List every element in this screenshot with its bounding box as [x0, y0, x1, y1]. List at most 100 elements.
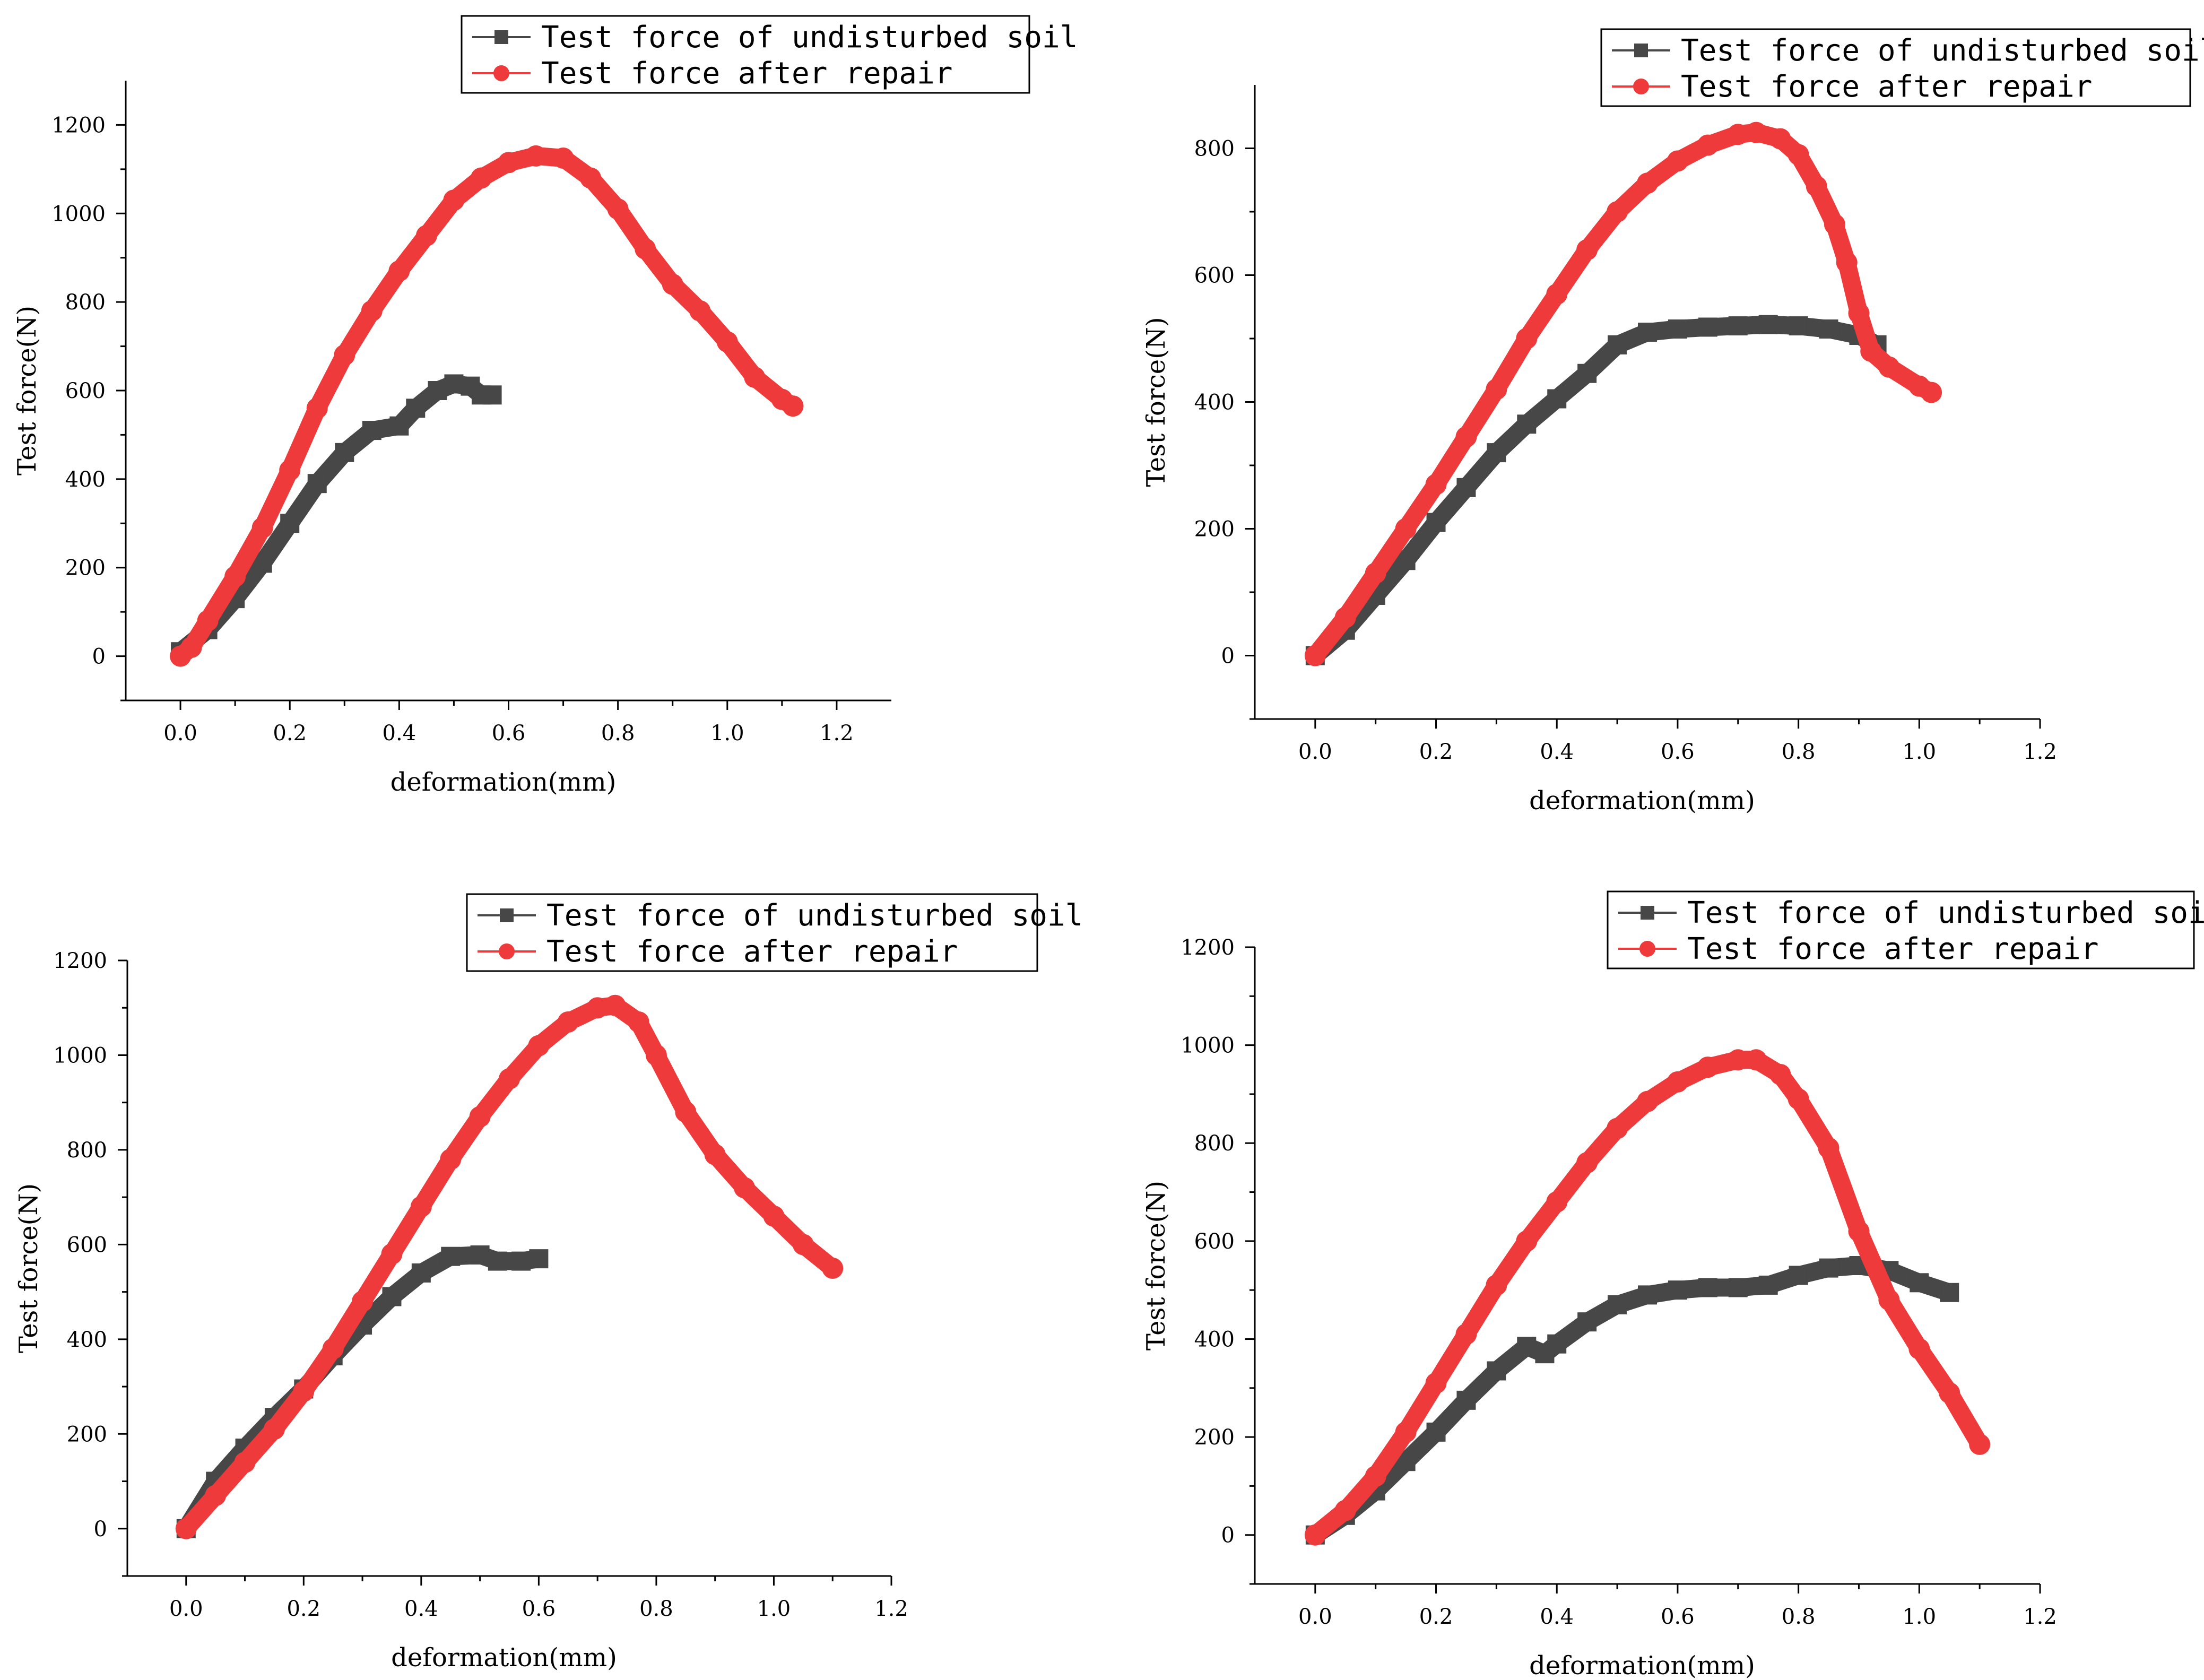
x-tick-label: 0.0: [1298, 1605, 1332, 1629]
chart-panel-4: 0.0 0.2 0.4 0.6 0.8 1.0 1.2 0 200 400 600 800 1000 12…: [1141, 890, 2204, 1680]
data-point: [1608, 1295, 1627, 1314]
data-point: [528, 1035, 550, 1057]
data-point: [1638, 323, 1657, 342]
data-point: [1940, 1283, 1959, 1302]
data-point: [1727, 124, 1749, 145]
data-point: [1546, 1191, 1568, 1213]
data-point: [1425, 473, 1447, 495]
data-point: [1455, 426, 1477, 448]
data-point: [482, 385, 502, 405]
legend-label: Test force of undisturbed soil: [1681, 33, 2204, 68]
chart-panel-1: 0.0 0.2 0.4 0.6 0.8 1.0 1.2 0 200 400 600 800 1000 12…: [12, 15, 1078, 797]
data-point: [1516, 1230, 1538, 1252]
data-point: [410, 1196, 432, 1217]
data-point: [1577, 363, 1597, 383]
legend-marker: [1641, 906, 1654, 920]
y-tick-label: 800: [65, 290, 106, 315]
data-point: [1769, 128, 1791, 150]
data-point: [1860, 340, 1882, 362]
y-axis-title: Test force(N): [1141, 317, 1171, 487]
x-tick-label: 0.8: [1782, 740, 1816, 764]
data-point: [1667, 150, 1688, 172]
data-point: [306, 397, 328, 419]
legend-label: Test force after repair: [541, 56, 952, 91]
data-point: [440, 1148, 462, 1170]
data-point: [552, 148, 574, 169]
data-point: [1637, 1090, 1658, 1112]
data-point: [763, 1205, 785, 1227]
data-point: [1607, 1118, 1628, 1139]
data-point: [234, 1451, 256, 1473]
y-tick-label: 0: [94, 1517, 107, 1542]
data-point: [1878, 356, 1900, 378]
data-point: [1824, 213, 1845, 235]
data-point: [1334, 607, 1356, 628]
data-point: [734, 1177, 756, 1199]
data-point: [1789, 1266, 1808, 1285]
data-point: [470, 167, 492, 189]
data-point: [362, 421, 381, 440]
data-point: [280, 514, 300, 533]
data-point: [224, 566, 246, 587]
data-point: [263, 1418, 285, 1440]
data-point: [511, 1251, 531, 1271]
y-tick-label: 1000: [51, 202, 106, 226]
data-point: [1758, 1275, 1778, 1295]
y-tick-label: 800: [1194, 1131, 1235, 1156]
data-point: [1395, 1421, 1417, 1443]
data-point: [1939, 1382, 1960, 1404]
x-tick-label: 1.2: [820, 721, 854, 746]
data-point: [1758, 315, 1778, 334]
data-point: [689, 300, 711, 322]
data-point: [557, 1011, 579, 1033]
data-point: [469, 1106, 491, 1128]
data-point: [382, 1287, 402, 1306]
data-point: [675, 1101, 697, 1123]
series-repair: [170, 145, 804, 667]
y-tick-label: 200: [1194, 1425, 1235, 1450]
data-point: [1426, 1422, 1446, 1442]
chart-panel-2: 0.0 0.2 0.4 0.6 0.8 1.0 1.2 0 200 400 600 800 deform…: [1141, 28, 2204, 816]
data-point: [529, 1249, 549, 1269]
data-point: [1487, 443, 1506, 463]
x-tick-label: 1.2: [2023, 1605, 2057, 1629]
legend-marker: [1634, 44, 1648, 57]
data-point: [307, 474, 327, 493]
data-point: [607, 198, 629, 220]
data-point: [1576, 239, 1598, 261]
x-tick-label: 0.6: [522, 1597, 556, 1621]
data-point: [1668, 319, 1687, 339]
series-line: [171, 375, 501, 661]
y-tick-label: 1200: [53, 949, 107, 973]
legend-box: [1600, 28, 2191, 107]
series-line: [1306, 1257, 1959, 1544]
y-tick-label: 600: [1194, 264, 1235, 288]
legend-box: [461, 15, 1030, 94]
x-tick-label: 1.2: [874, 1597, 908, 1621]
data-point: [406, 399, 426, 418]
data-point: [1608, 335, 1627, 354]
data-point: [792, 1234, 814, 1255]
x-tick-label: 0.2: [287, 1597, 320, 1621]
y-tick-label: 600: [67, 1233, 107, 1257]
data-point: [1517, 1337, 1537, 1356]
legend-marker: [493, 65, 509, 81]
series-undisturbed: [171, 374, 502, 662]
data-point: [1547, 1334, 1567, 1354]
x-axis-title: deformation(mm): [1529, 786, 1755, 816]
data-point: [1304, 645, 1326, 666]
legend-marker: [499, 943, 515, 959]
data-point: [361, 300, 383, 322]
x-tick-label: 0.2: [273, 721, 307, 746]
data-point: [635, 238, 656, 260]
data-point: [1848, 1220, 1870, 1242]
data-point: [744, 366, 766, 388]
x-tick-label: 0.8: [601, 721, 635, 746]
x-tick-label: 0.0: [1298, 740, 1332, 764]
data-point: [175, 1518, 197, 1539]
y-axis-title: Test force(N): [12, 306, 42, 475]
data-point: [251, 517, 273, 539]
data-point: [1848, 302, 1870, 324]
data-point: [1456, 1390, 1476, 1410]
